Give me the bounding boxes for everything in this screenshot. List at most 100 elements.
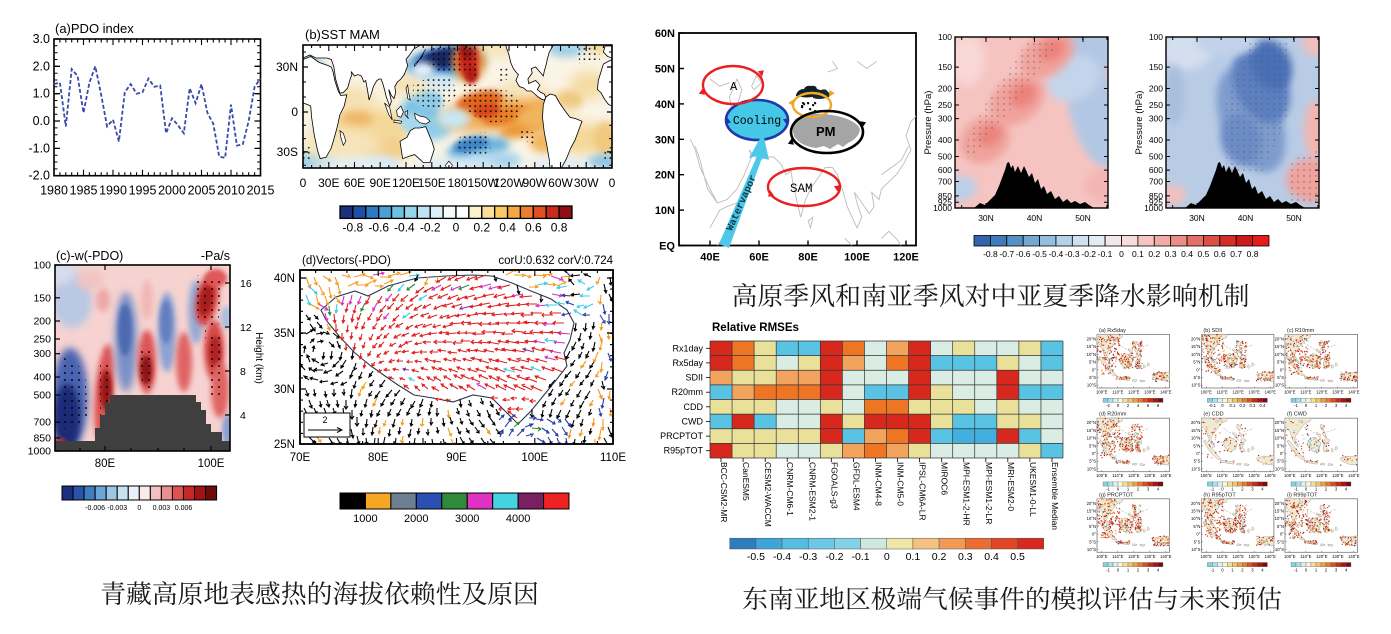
svg-text:100: 100 <box>938 32 952 42</box>
svg-text:140°E: 140°E <box>1160 473 1172 478</box>
svg-text:120E: 120E <box>893 252 919 264</box>
svg-text:15°N: 15°N <box>1087 344 1096 349</box>
svg-text:110°E: 110°E <box>1112 554 1123 559</box>
svg-text:130°E: 130°E <box>1144 554 1156 559</box>
svg-text:140°E: 140°E <box>1160 554 1172 559</box>
svg-text:180: 180 <box>447 176 467 190</box>
svg-text:150: 150 <box>938 62 952 72</box>
svg-text:(h) R95pTOT: (h) R95pTOT <box>1203 492 1236 498</box>
svg-text:2: 2 <box>1137 567 1140 572</box>
svg-text:0: 0 <box>1305 403 1308 408</box>
svg-text:0: 0 <box>300 176 307 190</box>
svg-text:(a) Rx5day: (a) Rx5day <box>1099 328 1126 334</box>
svg-text:100: 100 <box>1149 32 1163 42</box>
svg-text:0.5: 0.5 <box>1197 249 1209 259</box>
svg-text:500: 500 <box>33 390 51 402</box>
svg-text:8: 8 <box>1157 403 1160 408</box>
svg-text:Cooling: Cooling <box>733 115 781 128</box>
svg-text:CNRM-ESM2-1: CNRM-ESM2-1 <box>807 462 817 521</box>
svg-text:400: 400 <box>1149 135 1163 145</box>
svg-text:1985: 1985 <box>70 184 98 198</box>
svg-text:2000: 2000 <box>404 513 428 525</box>
svg-text:10°N: 10°N <box>1275 516 1284 521</box>
svg-text:1: 1 <box>1127 487 1130 492</box>
svg-text:-0.1: -0.1 <box>1209 403 1217 408</box>
svg-text:20°N: 20°N <box>1275 501 1284 506</box>
svg-text:700: 700 <box>938 177 952 187</box>
svg-text:12: 12 <box>240 322 252 334</box>
svg-text:30E: 30E <box>318 176 339 190</box>
svg-text:0: 0 <box>1305 567 1308 572</box>
svg-text:130°E: 130°E <box>1144 473 1156 478</box>
svg-text:5°S: 5°S <box>1277 459 1284 464</box>
svg-text:40E: 40E <box>700 252 720 264</box>
svg-text:850: 850 <box>938 191 952 201</box>
svg-text:20°N: 20°N <box>1275 420 1284 425</box>
svg-text:0: 0 <box>884 551 890 563</box>
svg-text:0°: 0° <box>1280 367 1284 372</box>
svg-text:1: 1 <box>1231 487 1234 492</box>
svg-text:2: 2 <box>322 415 327 425</box>
svg-text:-0.2: -0.2 <box>1081 249 1096 259</box>
svg-text:120°E: 120°E <box>1232 473 1244 478</box>
svg-text:(d)Vectors(-PDO): (d)Vectors(-PDO) <box>302 255 391 267</box>
svg-text:35N: 35N <box>274 328 295 340</box>
svg-text:1.0: 1.0 <box>33 87 50 101</box>
svg-text:5°N: 5°N <box>1193 443 1200 448</box>
svg-text:400: 400 <box>33 372 51 384</box>
svg-text:-0.8: -0.8 <box>983 249 998 259</box>
svg-text:80E: 80E <box>798 252 818 264</box>
svg-text:5°S: 5°S <box>1194 375 1201 380</box>
svg-text:0.2: 0.2 <box>932 551 947 563</box>
svg-text:110°E: 110°E <box>1217 554 1228 559</box>
svg-text:1000: 1000 <box>28 446 52 458</box>
svg-text:100°E: 100°E <box>1096 554 1108 559</box>
svg-text:8: 8 <box>240 366 246 378</box>
svg-text:30N: 30N <box>978 213 994 223</box>
svg-text:0: 0 <box>137 505 141 512</box>
svg-text:0.003: 0.003 <box>153 505 171 512</box>
svg-text:150: 150 <box>33 292 51 304</box>
svg-text:250: 250 <box>33 334 51 346</box>
svg-text:925: 925 <box>1149 197 1163 207</box>
svg-text:CDD: CDD <box>684 402 704 412</box>
svg-text:0.3: 0.3 <box>958 551 973 563</box>
svg-text:15°N: 15°N <box>1275 344 1284 349</box>
svg-text:2: 2 <box>1137 487 1140 492</box>
svg-text:5°S: 5°S <box>1277 375 1284 380</box>
svg-text:1: 1 <box>1127 567 1130 572</box>
svg-text:140°E: 140°E <box>1348 390 1360 395</box>
svg-text:50N: 50N <box>1075 213 1091 223</box>
svg-text:0.6: 0.6 <box>525 221 542 235</box>
svg-text:MIROC6: MIROC6 <box>940 462 950 495</box>
svg-text:5°S: 5°S <box>1194 539 1201 544</box>
svg-text:0: 0 <box>1221 403 1224 408</box>
svg-text:16: 16 <box>240 278 252 290</box>
svg-text:300: 300 <box>1149 114 1163 124</box>
svg-text:120°E: 120°E <box>1128 554 1140 559</box>
svg-text:250: 250 <box>938 100 952 110</box>
svg-text:10°N: 10°N <box>1087 436 1096 441</box>
svg-text:2000: 2000 <box>158 184 186 198</box>
svg-text:1: 1 <box>1315 403 1318 408</box>
svg-text:10°S: 10°S <box>1191 547 1200 552</box>
svg-text:0: 0 <box>453 221 460 235</box>
svg-text:110°E: 110°E <box>1217 473 1228 478</box>
svg-text:(b) SDII: (b) SDII <box>1203 328 1222 334</box>
svg-text:5°N: 5°N <box>1089 443 1096 448</box>
svg-text:200: 200 <box>938 84 952 94</box>
svg-text:140°E: 140°E <box>1264 390 1276 395</box>
svg-text:15°N: 15°N <box>1191 428 1200 433</box>
svg-text:5°N: 5°N <box>1277 360 1284 365</box>
svg-text:0°: 0° <box>1092 532 1096 537</box>
svg-text:R20mm: R20mm <box>671 387 703 397</box>
svg-text:100°E: 100°E <box>1284 390 1296 395</box>
svg-text:500: 500 <box>938 152 952 162</box>
svg-text:925: 925 <box>938 197 952 207</box>
svg-text:120°E: 120°E <box>1232 554 1244 559</box>
svg-text:5°N: 5°N <box>1089 524 1096 529</box>
svg-text:Rx1day: Rx1day <box>672 343 703 353</box>
svg-text:10°N: 10°N <box>1191 436 1200 441</box>
svg-text:140°E: 140°E <box>1264 473 1276 478</box>
svg-text:10°S: 10°S <box>1191 466 1200 471</box>
